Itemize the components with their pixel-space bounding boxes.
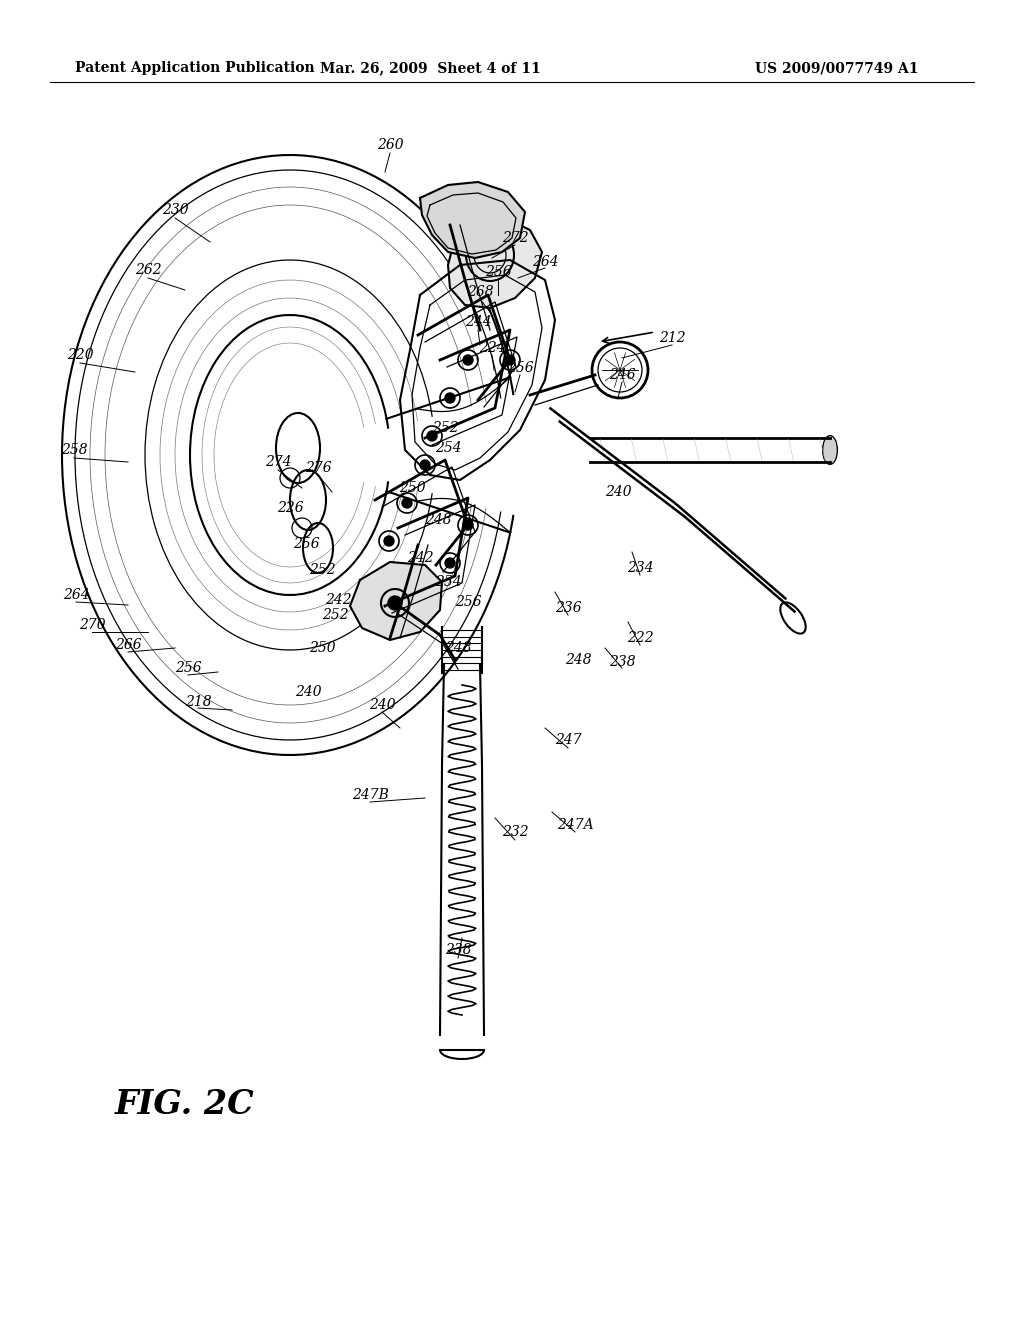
Text: 240: 240	[295, 685, 322, 700]
Circle shape	[463, 355, 473, 366]
Text: 240: 240	[605, 484, 632, 499]
Text: 240: 240	[369, 698, 395, 711]
Text: 256: 256	[507, 360, 534, 375]
Text: 247: 247	[555, 733, 582, 747]
Text: 250: 250	[398, 480, 425, 495]
Circle shape	[483, 290, 493, 300]
Text: 247A: 247A	[557, 818, 593, 832]
Text: 238: 238	[608, 655, 635, 669]
Polygon shape	[350, 562, 442, 640]
Text: 248: 248	[444, 642, 471, 655]
Text: 232: 232	[502, 825, 528, 840]
Text: 256: 256	[175, 661, 202, 675]
Text: 250: 250	[308, 642, 335, 655]
Text: 256: 256	[484, 265, 511, 279]
Text: 270: 270	[79, 618, 105, 632]
Text: 242: 242	[325, 593, 351, 607]
Text: 252: 252	[322, 609, 348, 622]
Polygon shape	[449, 218, 542, 308]
Text: 256: 256	[455, 595, 481, 609]
Circle shape	[463, 520, 473, 531]
Text: 230: 230	[162, 203, 188, 216]
Text: 222: 222	[627, 631, 653, 645]
Text: 274: 274	[264, 455, 291, 469]
Circle shape	[598, 348, 642, 392]
Text: 262: 262	[135, 263, 162, 277]
Text: 244: 244	[465, 315, 492, 329]
Text: 260: 260	[377, 139, 403, 152]
Text: 272: 272	[502, 231, 528, 246]
Circle shape	[445, 558, 455, 568]
Text: 258: 258	[60, 444, 87, 457]
Text: 212: 212	[658, 331, 685, 345]
Circle shape	[388, 597, 402, 610]
Text: 248: 248	[564, 653, 591, 667]
Text: 266: 266	[115, 638, 141, 652]
Text: 246: 246	[608, 368, 635, 381]
Text: 254: 254	[434, 441, 462, 455]
Text: 218: 218	[184, 696, 211, 709]
Text: 234: 234	[627, 561, 653, 576]
Text: 226: 226	[276, 502, 303, 515]
Text: 276: 276	[305, 461, 332, 475]
Text: Patent Application Publication: Patent Application Publication	[75, 61, 314, 75]
Circle shape	[402, 498, 412, 508]
Text: 254: 254	[434, 576, 462, 589]
Polygon shape	[420, 182, 525, 257]
Text: FIG. 2C: FIG. 2C	[115, 1089, 255, 1122]
Text: 236: 236	[555, 601, 582, 615]
Text: US 2009/0077749 A1: US 2009/0077749 A1	[755, 61, 919, 75]
Text: 242: 242	[407, 550, 433, 565]
Text: 252: 252	[432, 421, 459, 436]
Text: 264: 264	[62, 587, 89, 602]
Text: 224: 224	[478, 341, 505, 355]
Text: 268: 268	[467, 285, 494, 300]
Circle shape	[427, 432, 437, 441]
Ellipse shape	[824, 437, 836, 463]
Text: 252: 252	[308, 564, 335, 577]
Circle shape	[445, 393, 455, 403]
Text: Mar. 26, 2009  Sheet 4 of 11: Mar. 26, 2009 Sheet 4 of 11	[319, 61, 541, 75]
Circle shape	[420, 459, 430, 470]
Text: 256: 256	[293, 537, 319, 550]
Text: 238: 238	[444, 942, 471, 957]
Text: 264: 264	[531, 255, 558, 269]
Circle shape	[505, 355, 515, 366]
Text: 248: 248	[425, 513, 452, 527]
Circle shape	[384, 536, 394, 546]
Text: 247B: 247B	[351, 788, 388, 803]
Text: 220: 220	[67, 348, 93, 362]
